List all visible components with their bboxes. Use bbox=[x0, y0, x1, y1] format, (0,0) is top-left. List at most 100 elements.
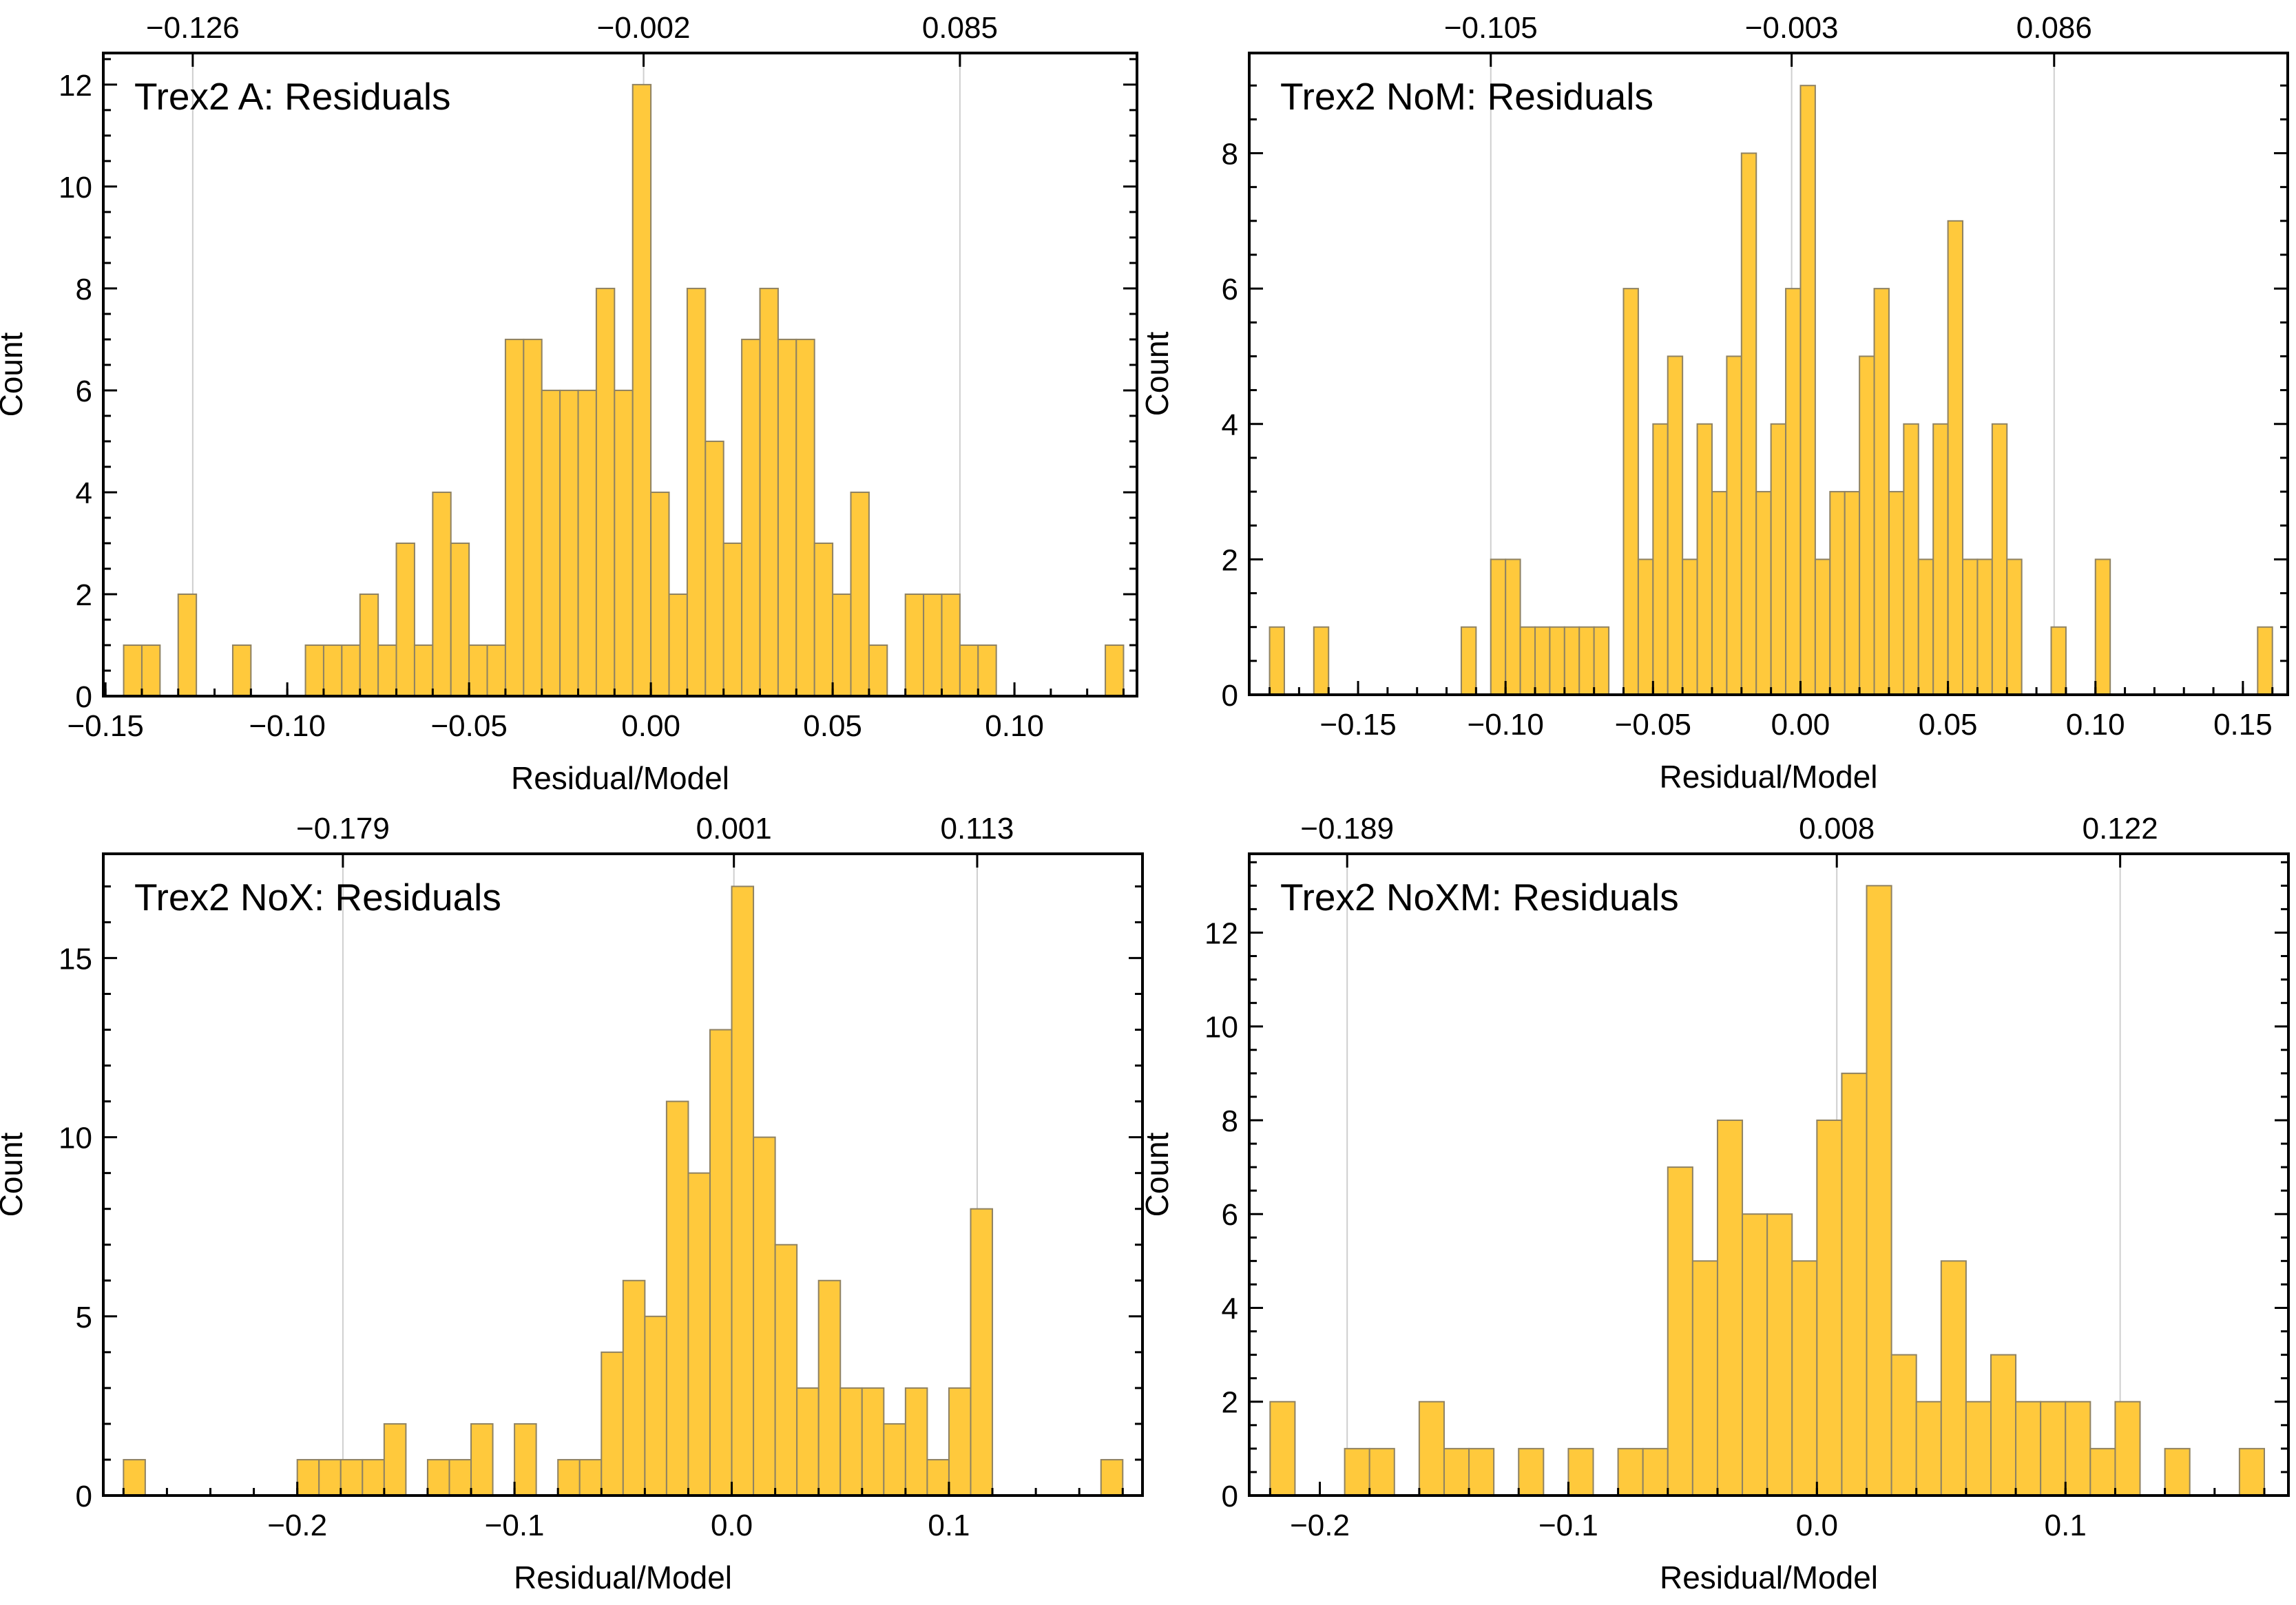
plot-frame bbox=[1248, 852, 2290, 1497]
histogram-bar bbox=[578, 1458, 603, 1496]
histogram-bar bbox=[1799, 85, 1816, 695]
x-tick-label: 0.10 bbox=[985, 709, 1044, 743]
histogram-bar bbox=[1518, 1447, 1545, 1496]
histogram-bar bbox=[340, 1458, 364, 1496]
x-tick-label: 0.10 bbox=[2066, 708, 2125, 742]
histogram-bar bbox=[668, 593, 688, 697]
histogram-bar bbox=[395, 542, 415, 697]
top-marker-label: 0.085 bbox=[922, 11, 998, 45]
histogram-bar bbox=[1652, 423, 1669, 695]
histogram-bar bbox=[774, 1244, 798, 1497]
histogram-bar bbox=[1844, 491, 1861, 695]
histogram-bar bbox=[817, 1279, 842, 1497]
panel-title: Trex2 NoXM: Residuals bbox=[1280, 876, 1679, 919]
histogram-bar bbox=[1962, 558, 1979, 696]
histogram-bar bbox=[1829, 491, 1846, 695]
histogram-bar bbox=[923, 593, 943, 697]
histogram-bar bbox=[448, 1458, 472, 1496]
x-tick-label: −0.05 bbox=[430, 709, 507, 743]
histogram-bar bbox=[304, 644, 324, 697]
top-marker-label: −0.105 bbox=[1444, 11, 1538, 45]
y-tick-label: 10 bbox=[59, 171, 92, 204]
x-tick-label: −0.15 bbox=[67, 709, 143, 743]
histogram-bar bbox=[1667, 355, 1684, 696]
histogram-bar bbox=[1100, 1458, 1124, 1496]
histogram-bar bbox=[977, 644, 997, 697]
histogram-bar bbox=[177, 593, 198, 697]
histogram-bar bbox=[795, 338, 815, 697]
histogram-bar bbox=[2114, 1401, 2141, 1496]
x-tick-label: −0.10 bbox=[1468, 708, 1544, 742]
top-marker-label: 0.001 bbox=[696, 812, 772, 846]
histogram-bar bbox=[359, 593, 379, 697]
y-tick-label: 0 bbox=[1222, 679, 1238, 713]
panel-trex2-noxm: −0.2 −0.1 0.0 0.1 −0.189 0.008 0.122 0 2 4 6 8 10 12 T… bbox=[1139, 812, 2290, 1595]
histogram-bar bbox=[2050, 626, 2067, 695]
histogram-bar bbox=[1534, 626, 1551, 695]
x-axis-title: Residual/Model bbox=[1660, 1560, 1878, 1595]
panel-title: Trex2 A: Residuals bbox=[134, 75, 451, 118]
histogram-bar bbox=[1505, 558, 1521, 696]
y-tick-label: 10 bbox=[59, 1122, 92, 1155]
histogram-bar bbox=[1932, 423, 1949, 695]
x-tick-label: −0.10 bbox=[249, 709, 325, 743]
histogram-bar bbox=[709, 1029, 733, 1497]
histogram-bar bbox=[650, 491, 670, 697]
histogram-bar bbox=[1873, 288, 1890, 695]
y-tick-label: 4 bbox=[76, 476, 92, 510]
histogram-bar bbox=[1755, 491, 1772, 695]
histogram-bar bbox=[644, 1315, 667, 1497]
y-tick-label: 15 bbox=[59, 942, 92, 976]
histogram-bar bbox=[622, 1279, 646, 1497]
histogram-bar bbox=[1696, 423, 1713, 695]
histogram-bar bbox=[1563, 626, 1580, 695]
histogram-bar bbox=[832, 593, 852, 697]
histogram-bar bbox=[741, 338, 761, 697]
histogram-bar bbox=[796, 1387, 820, 1497]
histogram-bar bbox=[868, 644, 888, 697]
histogram-bar bbox=[883, 1423, 906, 1497]
x-tick-label: 0.0 bbox=[1796, 1509, 1838, 1542]
histogram-bar bbox=[577, 389, 597, 697]
histogram-bar bbox=[959, 644, 979, 697]
histogram-bar bbox=[1313, 626, 1330, 695]
histogram-bar bbox=[1617, 1447, 1644, 1496]
y-tick-label: 5 bbox=[76, 1301, 92, 1334]
top-marker-label: 0.122 bbox=[2083, 812, 2158, 846]
histogram-bar bbox=[1841, 1072, 1868, 1497]
histogram-bar bbox=[705, 440, 724, 697]
histogram-bar bbox=[1105, 644, 1125, 697]
bars-group bbox=[123, 885, 1124, 1497]
y-tick-label: 8 bbox=[1222, 138, 1238, 171]
histogram-bar bbox=[1716, 1119, 1744, 1496]
top-marker-label: −0.179 bbox=[296, 812, 390, 846]
y-tick-label: 0 bbox=[76, 680, 92, 714]
top-marker-label: −0.002 bbox=[597, 11, 691, 45]
histogram-bar bbox=[1785, 288, 1802, 695]
histogram-bar bbox=[1740, 152, 1757, 695]
histogram-bar bbox=[1490, 558, 1507, 696]
histogram-bar bbox=[123, 644, 143, 697]
histogram-bar bbox=[1859, 355, 1875, 696]
y-tick-label: 6 bbox=[76, 375, 92, 408]
y-axis-title: Count bbox=[1139, 1132, 1175, 1217]
x-tick-label: −0.15 bbox=[1319, 708, 1396, 742]
y-tick-label: 6 bbox=[1222, 1198, 1238, 1232]
histogram-bar bbox=[941, 593, 961, 697]
panel-title: Trex2 NoM: Residuals bbox=[1280, 75, 1653, 118]
histogram-bar bbox=[341, 644, 361, 697]
bars-group bbox=[1269, 885, 2265, 1497]
histogram-bar bbox=[383, 1423, 407, 1497]
histogram-bar bbox=[2065, 1401, 2091, 1496]
histogram-bar bbox=[1890, 1354, 1917, 1496]
histogram-bar bbox=[140, 644, 161, 697]
y-tick-label: 2 bbox=[1222, 543, 1238, 577]
histogram-bar bbox=[850, 491, 870, 697]
histogram-bar bbox=[2015, 1401, 2042, 1496]
panel-trex2-nom: −0.15 −0.10 −0.05 0.00 0.05 0.10 0.15 −0.105 −0.… bbox=[1139, 11, 2289, 795]
histogram-bar bbox=[731, 885, 755, 1496]
x-tick-label: −0.2 bbox=[1290, 1509, 1350, 1542]
histogram-bar bbox=[777, 338, 797, 697]
histogram-bar bbox=[322, 644, 343, 697]
